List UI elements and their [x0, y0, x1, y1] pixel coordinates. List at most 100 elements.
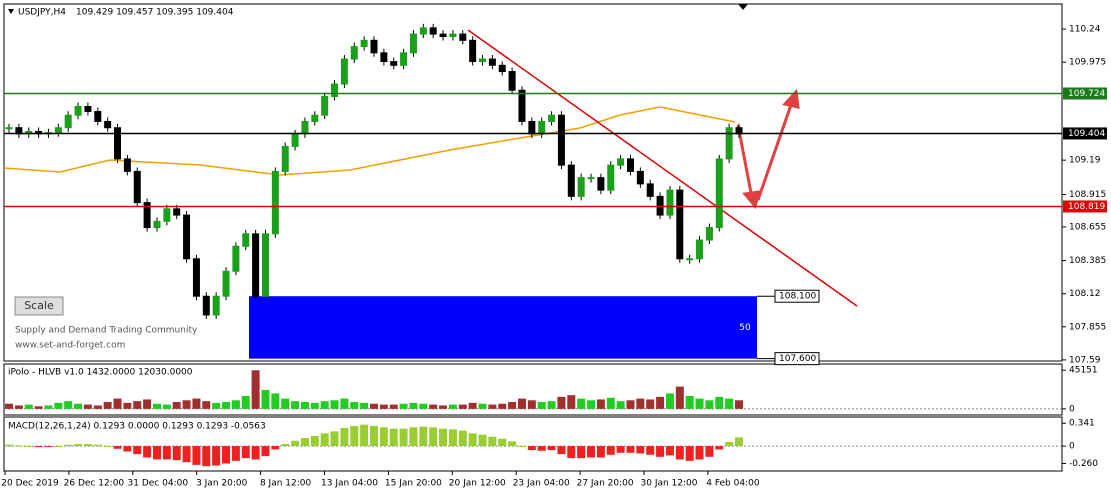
volume-bar [310, 402, 319, 409]
volume-bar [665, 393, 674, 409]
macd-bar [64, 444, 73, 447]
volume-bar [182, 400, 191, 409]
level-label: 108.819 [1068, 202, 1105, 212]
candle [567, 164, 575, 197]
candle [360, 39, 368, 48]
macd-bar [231, 446, 240, 461]
macd-bar [537, 446, 546, 451]
macd-bar [34, 446, 43, 448]
candle [183, 214, 191, 260]
macd-bar [488, 436, 497, 447]
macd-bar [350, 425, 359, 447]
macd-bar [360, 424, 369, 447]
volume-bar [695, 398, 704, 409]
volume-bar [725, 398, 734, 409]
macd-bar [685, 446, 694, 461]
x-tick-label: 26 Dec 12:00 [64, 479, 125, 489]
x-tick-label: 30 Jan 12:00 [641, 479, 698, 489]
candle [676, 189, 684, 260]
macd-bar [113, 446, 122, 449]
candle [242, 233, 250, 247]
volume-bar [567, 395, 576, 409]
macd-bar [241, 446, 250, 459]
macd-bar [261, 446, 270, 457]
scale-button-label[interactable]: Scale [24, 299, 54, 312]
macd-bar [735, 437, 743, 447]
volume-bar [64, 401, 73, 409]
volume-bar [152, 403, 161, 409]
macd-bar [310, 436, 319, 447]
candle [163, 208, 171, 222]
macd-bar [83, 444, 92, 447]
shift-marker [738, 4, 748, 10]
macd-bar [517, 446, 526, 448]
watermark: Supply and Demand Trading Community [15, 326, 198, 336]
y-tick-label: 109.19 [1069, 156, 1101, 166]
volume-bar [172, 402, 181, 409]
candle [370, 39, 378, 54]
volume-bar [675, 386, 684, 409]
demand-zone [249, 296, 757, 359]
watermark: www.set-and-forget.com [15, 341, 125, 351]
menu-icon[interactable] [8, 9, 14, 14]
candle [646, 183, 654, 197]
macd-bar [271, 446, 280, 450]
volume-bar [596, 399, 605, 409]
macd-bar [389, 428, 398, 447]
candle [104, 120, 112, 129]
volume-bar [419, 403, 428, 409]
volume-bar [715, 396, 724, 409]
macd-bar [320, 433, 329, 447]
volume-bar [448, 404, 457, 409]
candle [252, 233, 260, 297]
volume-bar [24, 404, 33, 409]
macd-bar [695, 446, 704, 460]
candle [173, 208, 181, 216]
volume-bar [281, 398, 290, 409]
volume-bar [5, 403, 13, 409]
volume-bar [340, 398, 349, 409]
macd-bar [330, 431, 339, 447]
volume-bar [202, 401, 211, 409]
macd-bar [498, 438, 507, 447]
candle [508, 71, 516, 91]
macd-pane [3, 416, 1063, 472]
scale-button[interactable] [14, 296, 64, 316]
level-label: 109.724 [1068, 89, 1105, 99]
candle [74, 105, 82, 116]
candle [715, 158, 723, 229]
macd-bar [567, 446, 576, 459]
candle [114, 127, 122, 160]
macd-bar [429, 427, 438, 447]
macd-bar [300, 438, 309, 447]
volume-bar [735, 400, 743, 409]
candle [409, 33, 417, 54]
candle [390, 61, 398, 66]
volume-bar [350, 402, 359, 409]
macd-bar [705, 446, 714, 457]
volume-bar [133, 401, 142, 409]
candle [271, 170, 279, 235]
macd-bar [715, 446, 724, 450]
macd-bar [616, 446, 625, 453]
candle [469, 39, 477, 63]
candle [626, 158, 634, 172]
macd-bar [5, 444, 13, 447]
candle [400, 52, 408, 66]
volume-bar [34, 406, 43, 409]
candle [577, 177, 585, 197]
candle [321, 95, 329, 116]
candle [54, 127, 62, 134]
volume-bar [458, 404, 467, 409]
candle [331, 83, 339, 97]
candle [666, 189, 674, 216]
macd-bar [439, 428, 448, 447]
macd-bar [24, 446, 33, 448]
x-tick-label: 4 Feb 04:00 [706, 479, 760, 489]
volume-bar [291, 401, 300, 409]
macd-bar [557, 446, 566, 455]
macd-bar [508, 441, 517, 447]
volume-bar [320, 401, 329, 409]
candle [64, 114, 72, 129]
macd-bar [340, 427, 349, 447]
